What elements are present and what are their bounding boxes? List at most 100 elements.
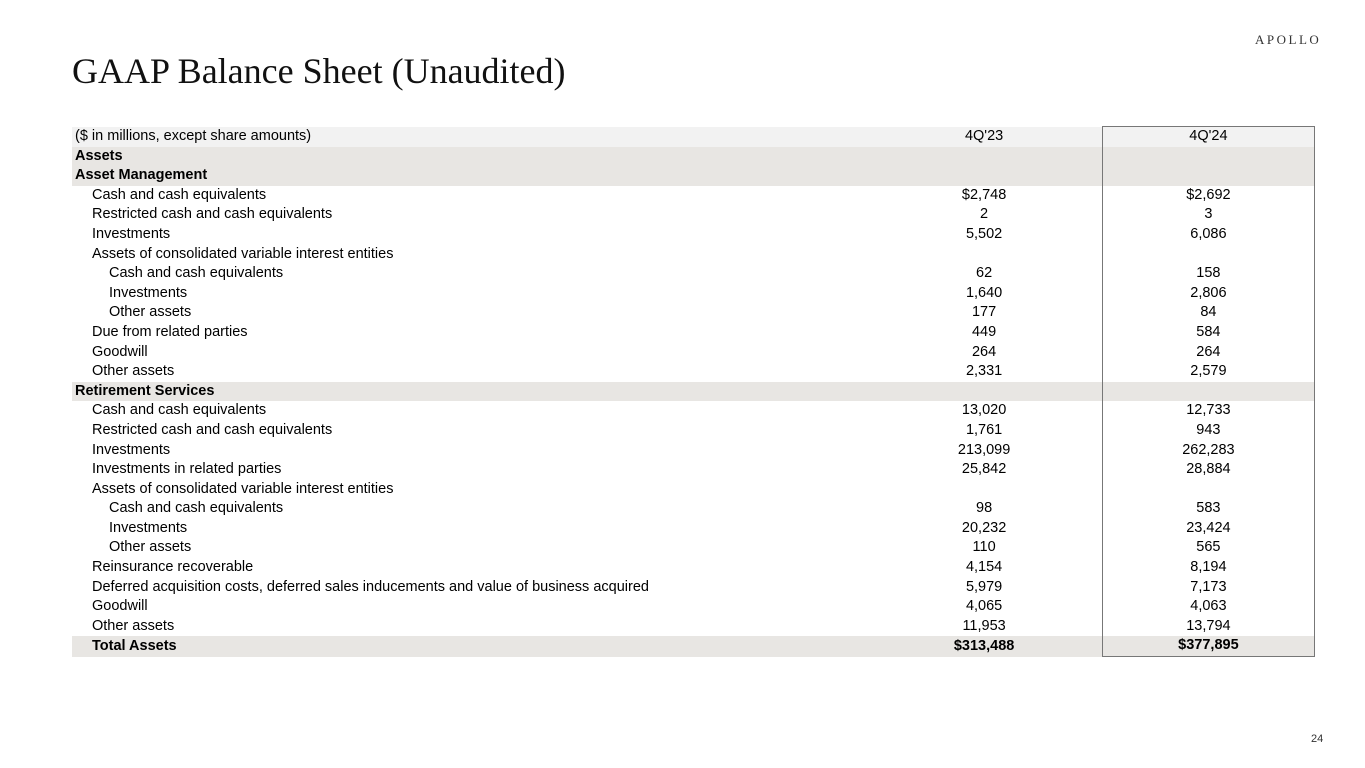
balance-sheet-table: ($ in millions, except share amounts) 4Q…: [72, 125, 1316, 658]
value-4q24: 584: [1101, 322, 1316, 343]
value-4q24: 7,173: [1101, 577, 1316, 598]
value-4q24: 943: [1101, 420, 1316, 441]
value-4q24: 583: [1101, 499, 1316, 519]
total-row: Total Assets $313,488 $377,895: [72, 636, 1316, 658]
table-row: Investments 5,502 6,086: [72, 224, 1316, 245]
table-row: Cash and cash equivalents 98 583: [72, 499, 1316, 519]
value-4q24: $2,692: [1101, 185, 1316, 206]
value-4q24: 3: [1101, 205, 1316, 225]
value-4q24: [1101, 146, 1316, 167]
value-4q24: 565: [1101, 538, 1316, 559]
value-4q24: 12,733: [1101, 401, 1316, 421]
table-header-row: ($ in millions, except share amounts) 4Q…: [72, 125, 1316, 147]
value-4q23: 177: [971, 304, 997, 321]
table-row: Other assets 2,331 2,579: [72, 362, 1316, 382]
row-label: Cash and cash equivalents: [92, 186, 267, 203]
apollo-logo: APOLLO: [1255, 32, 1322, 47]
value-4q23: [866, 381, 1103, 402]
value-4q23: [866, 245, 1102, 265]
table-row: Goodwill 264 264: [72, 342, 1316, 363]
row-label: Investments: [109, 519, 188, 536]
row-label: Reinsurance recoverable: [92, 559, 254, 576]
table-row: Other assets 11,953 13,794: [72, 616, 1316, 637]
table-row: Investments 213,099 262,283: [72, 440, 1316, 461]
value-4q23: 4,065: [965, 598, 1003, 615]
value-4q24: 23,424: [1101, 518, 1316, 539]
page-title: GAAP Balance Sheet (Unaudited): [72, 51, 566, 91]
row-label: Deferred acquisition costs, deferred sal…: [92, 578, 649, 595]
row-label: Restricted cash and cash equivalents: [92, 421, 333, 438]
section-row: Assets: [72, 146, 1316, 167]
row-label: Investments in related parties: [92, 461, 282, 478]
value-4q23: 1,761: [965, 421, 1003, 438]
value-4q24: 264: [1101, 342, 1316, 363]
value-4q23: 13,020: [961, 402, 1007, 419]
value-4q23: $2,748: [961, 186, 1007, 203]
value-4q24: 28,884: [1101, 460, 1316, 480]
row-label: Retirement Services: [72, 381, 867, 402]
value-4q23: 62: [976, 265, 993, 282]
row-label: Cash and cash equivalents: [109, 500, 284, 517]
value-4q24: 8,194: [1101, 558, 1316, 578]
row-label: Cash and cash equivalents: [109, 265, 284, 282]
table-row: Cash and cash equivalents 13,020 12,733: [72, 401, 1316, 421]
value-4q23: [866, 146, 1103, 167]
value-4q23: [866, 166, 1103, 186]
section-row: Asset Management: [72, 166, 1316, 186]
row-label: Restricted cash and cash equivalents: [92, 206, 333, 223]
value-4q24: 6,086: [1101, 224, 1316, 245]
units-label: ($ in millions, except share amounts): [72, 126, 867, 147]
row-label: Goodwill: [92, 598, 148, 615]
row-label: Assets of consolidated variable interest…: [92, 245, 394, 262]
row-label: Other assets: [109, 539, 192, 556]
value-4q23: 4,154: [965, 559, 1003, 576]
table-row: Cash and cash equivalents $2,748 $2,692: [72, 185, 1316, 206]
row-label: Investments: [92, 441, 171, 458]
table-row: Investments 1,640 2,806: [72, 283, 1316, 304]
table-row: Cash and cash equivalents 62 158: [72, 264, 1316, 284]
value-4q23: $313,488: [866, 636, 1103, 657]
value-4q24: [1101, 479, 1316, 500]
value-4q23: 264: [971, 343, 997, 360]
row-label: Other assets: [92, 363, 175, 380]
row-label: Goodwill: [92, 343, 148, 360]
value-4q23: 1,640: [965, 284, 1003, 301]
value-4q23: 213,099: [957, 441, 1011, 458]
table-row: Deferred acquisition costs, deferred sal…: [72, 577, 1316, 598]
row-label: Cash and cash equivalents: [92, 402, 267, 419]
value-4q24: [1101, 244, 1316, 265]
row-label: Total Assets: [72, 636, 867, 657]
table-row: Other assets 177 84: [72, 303, 1316, 323]
table-row: Due from related parties 449 584: [72, 322, 1316, 343]
value-4q24: 13,794: [1101, 616, 1316, 637]
table-row: Restricted cash and cash equivalents 2 3: [72, 205, 1316, 225]
page-number: 24: [1311, 733, 1324, 745]
row-label: Investments: [109, 284, 188, 301]
value-4q24: [1101, 166, 1316, 186]
table-row: Reinsurance recoverable 4,154 8,194: [72, 558, 1316, 578]
value-4q24: $377,895: [1101, 636, 1316, 658]
table-row: Assets of consolidated variable interest…: [72, 244, 1316, 265]
table-row: Other assets 110 565: [72, 538, 1316, 559]
row-label: Other assets: [92, 617, 175, 634]
value-4q23: 98: [976, 500, 993, 517]
value-4q23: 5,979: [965, 578, 1003, 595]
value-4q24: [1101, 381, 1316, 402]
column-header-4q23: 4Q'23: [866, 126, 1103, 147]
value-4q24: 2,806: [1101, 283, 1316, 304]
value-4q24: 158: [1101, 264, 1316, 284]
table-row: Investments in related parties 25,842 28,8…: [72, 460, 1316, 480]
table-row: Goodwill 4,065 4,063: [72, 597, 1316, 617]
value-4q23: 449: [971, 323, 997, 340]
table-row: Investments 20,232 23,424: [72, 518, 1316, 539]
value-4q23: 20,232: [961, 519, 1007, 536]
section-row: Retirement Services: [72, 381, 1316, 402]
column-header-4q24: 4Q'24: [1101, 125, 1316, 147]
value-4q24: 4,063: [1101, 597, 1316, 617]
value-4q24: 84: [1101, 303, 1316, 323]
row-label: Other assets: [109, 304, 192, 321]
value-4q23: 2,331: [965, 363, 1003, 380]
value-4q23: 2: [980, 206, 989, 223]
value-4q23: [866, 480, 1102, 500]
row-label: Due from related parties: [92, 323, 248, 340]
